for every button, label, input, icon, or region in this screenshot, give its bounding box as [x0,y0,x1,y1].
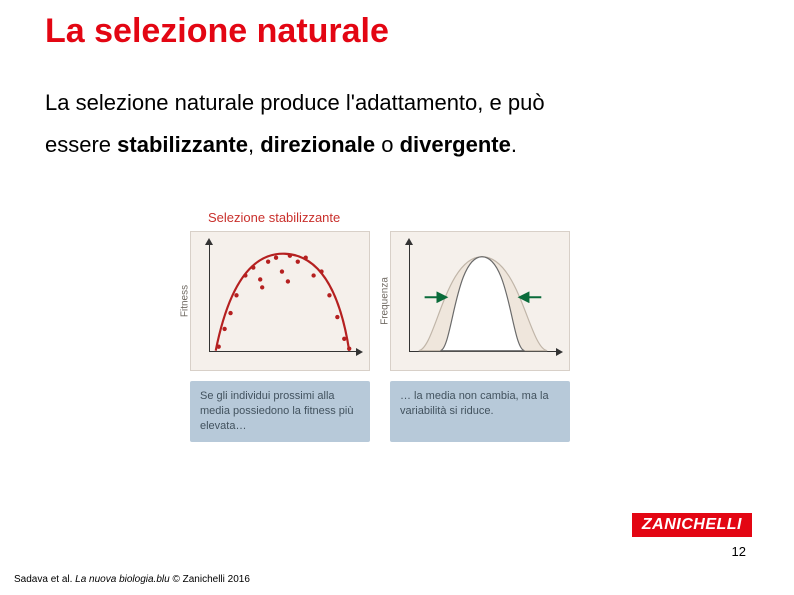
publisher-badge: ZANICHELLI [632,513,752,537]
footer-author: Sadava et al. [14,574,75,585]
caption-left: Se gli individui prossimi alla media pos… [190,381,370,442]
caption-right: … la media non cambia, ma la variabilità… [390,381,570,442]
bold-direzionale: direzionale [260,132,375,157]
page-title: La selezione naturale [45,12,389,51]
left-y-label: Fitness [180,285,191,317]
body-line1: La selezione naturale produce l'adattame… [45,90,545,115]
left-chart-svg [191,232,369,370]
sep2: o [375,132,399,157]
diagram-heading: Selezione stabilizzante [208,210,590,225]
body-paragraph: La selezione naturale produce l'adattame… [45,82,734,166]
captions-row: Se gli individui prossimi alla media pos… [190,381,590,442]
bold-stabilizzante: stabilizzante [117,132,248,157]
bold-divergente: divergente [400,132,511,157]
footer-citation: Sadava et al. La nuova biologia.blu © Za… [14,574,250,585]
body-end: . [511,132,517,157]
body-line2-pre: essere [45,132,117,157]
footer-book-title: La nuova biologia.blu [75,574,170,585]
sep1: , [248,132,260,157]
right-y-label: Frequenza [380,277,391,325]
diagram-container: Selezione stabilizzante Fitness Frequenz… [190,210,590,442]
footer-rest: © Zanichelli 2016 [170,574,250,585]
right-chart-svg [391,232,569,370]
chart-right: Frequenza [390,231,570,371]
chart-left: Fitness [190,231,370,371]
charts-row: Fitness Frequenza [190,231,590,371]
page-number: 12 [732,544,746,559]
